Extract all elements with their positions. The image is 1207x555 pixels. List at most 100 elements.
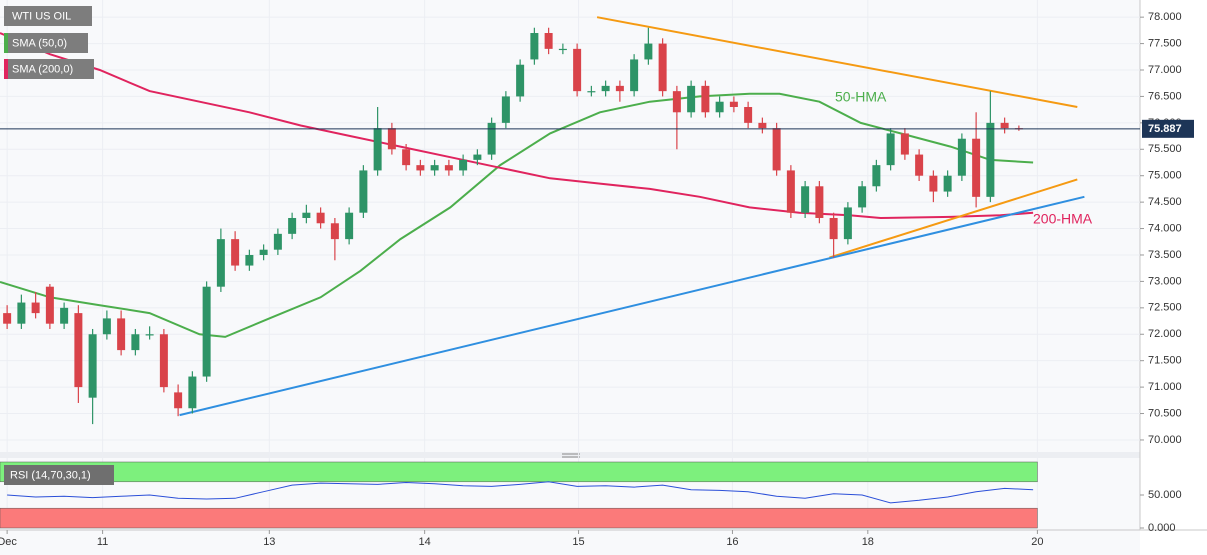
x-tick-label: 14: [419, 536, 431, 548]
candle-body: [459, 159, 468, 171]
candle-body: [772, 128, 781, 171]
candle-body: [1000, 122, 1009, 129]
candle-body: [3, 313, 12, 324]
y-tick-label: 50.000: [1148, 489, 1182, 501]
legend-box: [4, 59, 94, 79]
candle-body: [273, 233, 282, 250]
candle-body: [117, 318, 126, 351]
layer: 70.000 70.500 71.000 71.500 72.000 72.500 73.0…: [0, 0, 1194, 548]
last-price-label: 75.887: [1148, 123, 1182, 135]
candle-body: [444, 165, 453, 171]
candle-body: [416, 165, 425, 171]
candle-body: [60, 307, 69, 324]
candle-body: [601, 85, 610, 92]
trend-line: [829, 178, 1078, 259]
legend-swatch: [4, 59, 8, 79]
moving-average: [0, 32, 1034, 220]
candle-body: [145, 334, 154, 336]
y-tick-label: 78.000: [1148, 11, 1182, 23]
candle-body: [159, 334, 168, 388]
candle-body: [986, 122, 995, 197]
trend-line: [596, 16, 1078, 108]
y-tick-label: 70.000: [1148, 434, 1182, 446]
candle-body: [900, 133, 909, 155]
candle-body: [288, 217, 297, 234]
candle-body: [615, 85, 624, 92]
candle-body: [829, 217, 838, 240]
y-tick-label: 77.000: [1148, 64, 1182, 76]
candle-body: [259, 249, 268, 255]
candle-body: [245, 254, 254, 266]
rsi-title: RSI (14,70,30,1): [10, 469, 91, 481]
candle-body: [729, 101, 738, 108]
candle-body: [473, 154, 482, 160]
y-tick-label: 73.500: [1148, 249, 1182, 261]
legend-swatch: [4, 33, 8, 53]
y-tick-label: 74.000: [1148, 222, 1182, 234]
candle-body: [402, 149, 411, 166]
candle-body: [658, 43, 667, 92]
rsi-band: [0, 461, 1038, 483]
candle-body: [672, 91, 681, 113]
candle-body: [972, 138, 981, 197]
candle-body: [744, 107, 753, 123]
x-tick-label: 18: [862, 536, 874, 548]
candle-body: [302, 212, 311, 218]
candle-body: [644, 43, 653, 60]
candle-body: [701, 85, 710, 113]
candle-body: [74, 313, 83, 388]
candle-body: [387, 128, 396, 150]
candle-body: [858, 186, 867, 208]
x-tick-label: 15: [572, 536, 584, 548]
legend-title: WTI US OIL: [12, 10, 71, 22]
candle-body: [786, 170, 795, 213]
candle-body: [630, 59, 639, 92]
x-tick-label: 13: [263, 536, 275, 548]
x-tick-label: 16: [726, 536, 738, 548]
candle-body: [558, 48, 567, 51]
y-tick-label: 70.500: [1148, 407, 1182, 419]
candle-body: [758, 122, 767, 129]
candle-body: [501, 96, 510, 123]
candle-body: [316, 212, 325, 224]
y-tick-label: 73.000: [1148, 275, 1182, 287]
candle-body: [131, 334, 140, 351]
candle-body: [587, 91, 596, 93]
rsi-line: [7, 481, 1034, 504]
candle-body: [31, 302, 40, 314]
last-price-box: [1142, 119, 1194, 138]
legend-box: [4, 6, 92, 26]
y-tick-label: 75.000: [1148, 170, 1182, 182]
y-tick-label: 71.500: [1148, 355, 1182, 367]
candle-body: [516, 64, 525, 97]
legend-label: SMA (50,0): [12, 37, 67, 49]
candle-body: [815, 186, 824, 218]
y-tick-label: 72.000: [1148, 328, 1182, 340]
x-tick-label: 20: [1031, 536, 1043, 548]
trend-line: [179, 195, 1085, 417]
candle-body: [943, 175, 952, 192]
y-tick-label: 0.000: [1148, 522, 1176, 534]
x-tick-label: 11: [97, 536, 108, 548]
candle-body: [345, 212, 354, 240]
candle-body: [872, 165, 881, 187]
candle-body: [45, 286, 54, 324]
legend-box: [4, 465, 114, 485]
series-annotation: 50-HMA: [835, 89, 887, 105]
candle-body: [430, 165, 439, 171]
candle-body: [17, 302, 26, 324]
rsi-band: [0, 507, 1038, 529]
candle-body: [843, 207, 852, 240]
candle-body: [687, 85, 696, 113]
candle-body: [957, 138, 966, 176]
candle-body: [202, 286, 211, 377]
candle-body: [359, 170, 368, 213]
candle-body: [573, 48, 582, 92]
moving-average: [0, 92, 1034, 338]
series-annotation: 200-HMA: [1033, 211, 1093, 227]
panel-divider: [0, 452, 1140, 458]
candle-body: [373, 128, 382, 171]
legend-label: SMA (200,0): [12, 63, 73, 75]
candle-body: [915, 154, 924, 176]
